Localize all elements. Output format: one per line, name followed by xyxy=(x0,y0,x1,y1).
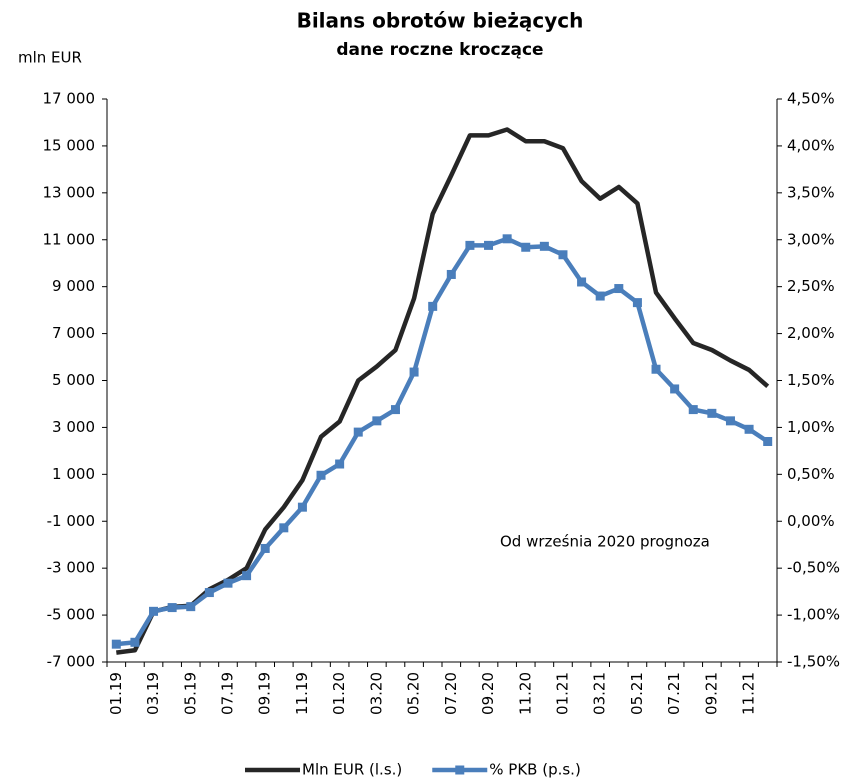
series-marker xyxy=(335,459,345,469)
y2-tick-label: 4,50% xyxy=(787,90,835,108)
y2-tick-label: 0,00% xyxy=(787,512,835,530)
annotation: Od września 2020 prognoza xyxy=(500,533,710,551)
x-tick-label: 11.20 xyxy=(516,672,534,715)
x-tick-label: 05.19 xyxy=(181,672,199,715)
y-tick-label: 7 000 xyxy=(52,324,95,342)
legend-label: % PKB (p.s.) xyxy=(489,761,581,779)
y-tick-label: 5 000 xyxy=(52,371,95,389)
y2-tick-label: 1,00% xyxy=(787,418,835,436)
y-tick-label: 17 000 xyxy=(43,90,96,108)
series-marker xyxy=(149,606,159,616)
series-marker xyxy=(297,502,307,512)
y2-tick-label: 3,00% xyxy=(787,230,835,248)
series-marker xyxy=(353,427,363,437)
series-marker xyxy=(130,637,140,647)
series-marker xyxy=(242,571,252,581)
legend-marker xyxy=(455,765,465,775)
series-marker xyxy=(707,408,717,418)
chart-subtitle: dane roczne kroczące xyxy=(336,40,543,60)
x-tick-label: 07.21 xyxy=(665,672,683,715)
y-tick-label: 9 000 xyxy=(52,277,95,295)
series-marker xyxy=(744,424,754,434)
x-tick-label: 01.19 xyxy=(107,672,125,715)
series-marker xyxy=(204,588,214,598)
y-tick-label: -7 000 xyxy=(47,653,95,671)
y-tick-label: 11 000 xyxy=(43,230,96,248)
x-tick-label: 01.20 xyxy=(330,672,348,715)
y-tick-label: -3 000 xyxy=(47,559,95,577)
series-line xyxy=(116,236,769,647)
series-marker xyxy=(577,277,587,287)
x-tick-label: 07.20 xyxy=(442,672,460,715)
series-marker xyxy=(167,603,177,613)
series-marker xyxy=(614,284,624,294)
series-marker xyxy=(670,384,680,394)
y-tick-label: 3 000 xyxy=(52,418,95,436)
y-tick-label: -5 000 xyxy=(47,606,95,624)
x-tick-label: 11.21 xyxy=(740,672,758,715)
y-tick-label: 15 000 xyxy=(43,136,96,154)
series-marker xyxy=(725,416,735,426)
series-marker xyxy=(223,578,233,588)
x-tick-label: 03.19 xyxy=(144,672,162,715)
x-tick-label: 11.19 xyxy=(293,672,311,715)
series-marker xyxy=(521,242,531,252)
series-marker xyxy=(651,364,661,374)
y-axis-label: mln EUR xyxy=(18,49,82,67)
x-tick-label: 09.19 xyxy=(256,672,274,715)
y-tick-label: 1 000 xyxy=(52,465,95,483)
x-tick-label: 09.20 xyxy=(479,672,497,715)
x-tick-label: 09.21 xyxy=(702,672,720,715)
x-tick-label: 03.21 xyxy=(591,672,609,715)
y2-tick-label: -0,50% xyxy=(787,559,840,577)
series-marker xyxy=(428,301,438,311)
series-marker xyxy=(316,470,326,480)
x-tick-label: 07.19 xyxy=(218,672,236,715)
y-tick-label: -1 000 xyxy=(47,512,95,530)
series-marker xyxy=(595,291,605,301)
x-tick-label: 05.20 xyxy=(405,672,423,715)
y2-tick-label: -1,50% xyxy=(787,653,840,671)
series-marker xyxy=(260,543,270,553)
y2-tick-label: 4,00% xyxy=(787,136,835,154)
series-marker xyxy=(484,240,494,250)
y2-tick-label: 2,00% xyxy=(787,324,835,342)
series-marker xyxy=(372,416,382,426)
series-marker xyxy=(763,436,773,446)
series-marker xyxy=(409,367,419,377)
x-tick-label: 01.21 xyxy=(553,672,571,715)
y2-tick-label: 3,50% xyxy=(787,183,835,201)
x-tick-label: 05.21 xyxy=(628,672,646,715)
series-marker xyxy=(632,298,642,308)
series-marker xyxy=(186,602,196,612)
series-marker xyxy=(502,234,512,244)
series-marker xyxy=(688,405,698,415)
y2-tick-label: -1,00% xyxy=(787,606,840,624)
series-marker xyxy=(558,250,568,260)
series-marker xyxy=(539,241,549,251)
y2-tick-label: 0,50% xyxy=(787,465,835,483)
x-tick-label: 03.20 xyxy=(367,672,385,715)
y2-tick-label: 1,50% xyxy=(787,371,835,389)
series-marker xyxy=(279,523,289,533)
series-marker xyxy=(465,240,475,250)
y2-tick-label: 2,50% xyxy=(787,277,835,295)
y-tick-label: 13 000 xyxy=(43,183,96,201)
series-marker xyxy=(446,269,456,279)
series-marker xyxy=(111,639,121,649)
chart-title: Bilans obrotów bieżących xyxy=(297,9,584,33)
series-line xyxy=(116,127,770,655)
series-marker xyxy=(390,405,400,415)
legend-label: Mln EUR (l.s.) xyxy=(302,761,402,779)
